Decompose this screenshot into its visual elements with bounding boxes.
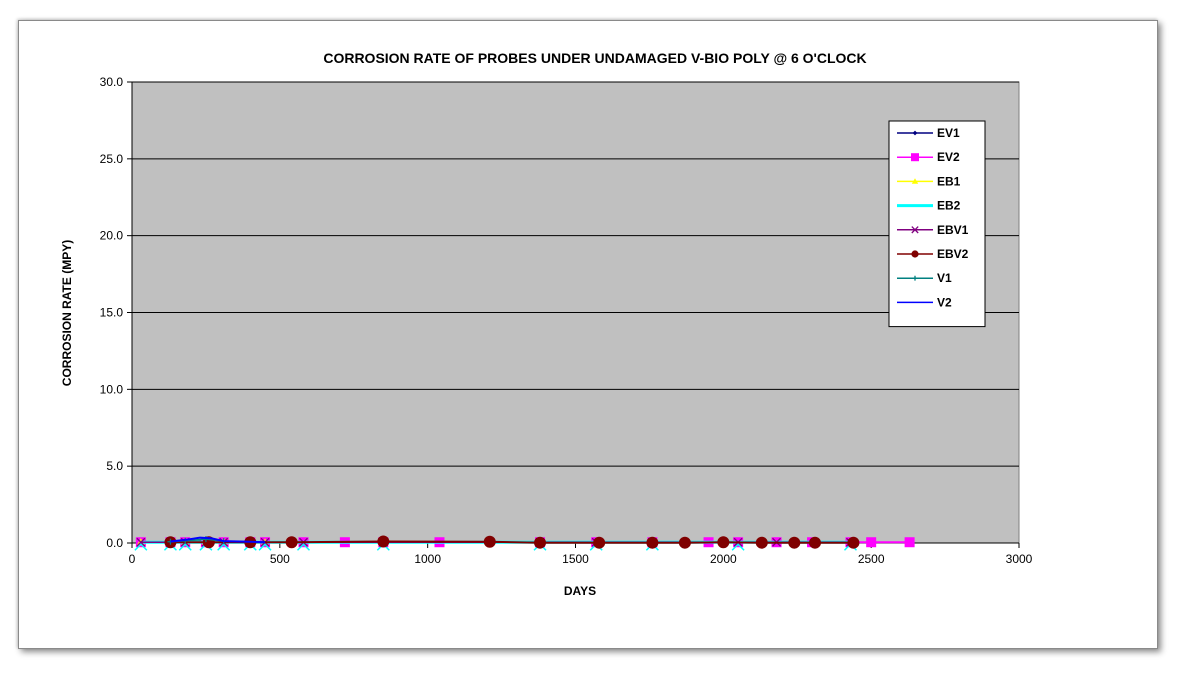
y-tick-label-5: 25.0: [100, 152, 124, 166]
x-axis-label: DAYS: [564, 584, 596, 598]
legend-label-eb1: EB1: [937, 174, 961, 188]
point-eb2-0: [134, 543, 148, 551]
legend-marker-ebv2: [911, 250, 919, 258]
legend-label-eb2: EB2: [937, 199, 961, 213]
y-axis-label: CORROSION RATE (MPY): [60, 240, 74, 386]
legend-item-ev2: EV2: [897, 150, 960, 164]
point-eb2-4: [217, 543, 231, 551]
x-tick-label-0: 0: [129, 552, 136, 566]
series-line-v2: [170, 536, 266, 544]
point-ebv2-9: [678, 536, 691, 549]
legend-label-v2: V2: [937, 295, 952, 309]
chart-frame: 0.0 5.0 10.0 15.0 20.0 25.0 30.0 0 500 1000 1500 20…: [18, 20, 1158, 649]
y-tick-label-1: 5.0: [106, 459, 123, 473]
legend-marker-eb1: [911, 178, 919, 184]
legend: [888, 120, 986, 328]
legend-marker-ev1: [912, 130, 918, 136]
y-tick-label-2: 10.0: [100, 382, 124, 396]
y-tick-label-0: 0.0: [106, 536, 123, 550]
x-tick-label-2: 1000: [414, 552, 441, 566]
legend-item-eb2: EB2: [897, 199, 961, 213]
x-tick-label-5: 2500: [858, 552, 885, 566]
legend-item-v1: V1: [897, 271, 952, 285]
chart-title: CORROSION RATE OF PROBES UNDER UNDAMAGED…: [323, 50, 866, 66]
point-ebv2-5: [483, 535, 496, 548]
point-ebv2-10: [717, 536, 730, 549]
x-tick-label-3: 1500: [562, 552, 589, 566]
point-ebv2-12: [788, 536, 801, 549]
legend-marker-ebv1: [911, 226, 919, 234]
y-tick-label-3: 15.0: [100, 306, 124, 320]
point-ev2-20: [904, 537, 915, 548]
series-line-ebv2: [170, 540, 854, 544]
point-ebv2-8: [646, 536, 659, 549]
legend-item-ebv1: EBV1: [897, 223, 969, 237]
point-ebv2-11: [755, 536, 768, 549]
point-ev2-19: [866, 537, 877, 548]
point-ebv2-7: [593, 536, 606, 549]
legend-marker-ev2: [911, 153, 919, 162]
point-ebv2-3: [285, 536, 298, 549]
legend-label-v1: V1: [937, 271, 952, 285]
point-eb2-2: [178, 543, 192, 551]
y-tick-label-6: 30.0: [100, 75, 124, 89]
legend-label-ev2: EV2: [937, 150, 960, 164]
point-ebv2-13: [808, 536, 821, 549]
y-tick-label-4: 20.0: [100, 229, 124, 243]
point-eb2-7: [296, 543, 311, 551]
legend-label-ebv2: EBV2: [937, 247, 969, 261]
point-ebv2-6: [534, 536, 547, 549]
point-ebv1-0: [136, 537, 146, 547]
point-eb2-6: [258, 543, 272, 551]
legend-item-eb1: EB1: [897, 174, 961, 188]
legend-item-ebv2: EBV2: [897, 247, 969, 261]
legend-label-ebv1: EBV1: [937, 223, 969, 237]
x-tick-label-4: 2000: [710, 552, 737, 566]
x-tick-label-6: 3000: [1006, 552, 1033, 566]
chart: 0.0 5.0 10.0 15.0 20.0 25.0 30.0 0 500 1000 1500 20…: [60, 50, 1033, 598]
series-v2: [170, 536, 266, 544]
point-ebv2-4: [377, 535, 390, 548]
legend-label-ev1: EV1: [937, 126, 960, 140]
legend-item-ev1: EV1: [897, 126, 960, 140]
point-eb2-12: [731, 543, 745, 551]
x-tick-label-1: 500: [270, 552, 290, 566]
point-ebv2-14: [847, 536, 860, 549]
legend-item-v2: V2: [897, 295, 952, 309]
legend-marker-v1: [912, 275, 918, 281]
